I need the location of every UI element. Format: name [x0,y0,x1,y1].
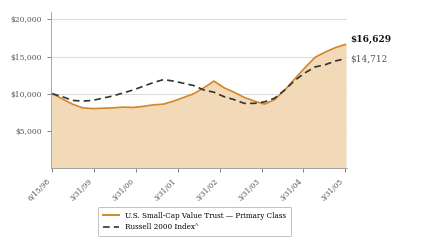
Legend: U.S. Small-Cap Value Trust — Primary Class, Russell 2000 Indexᴬ: U.S. Small-Cap Value Trust — Primary Cla… [98,207,291,236]
Text: $14,712: $14,712 [350,55,387,64]
Text: $16,629: $16,629 [350,35,392,44]
